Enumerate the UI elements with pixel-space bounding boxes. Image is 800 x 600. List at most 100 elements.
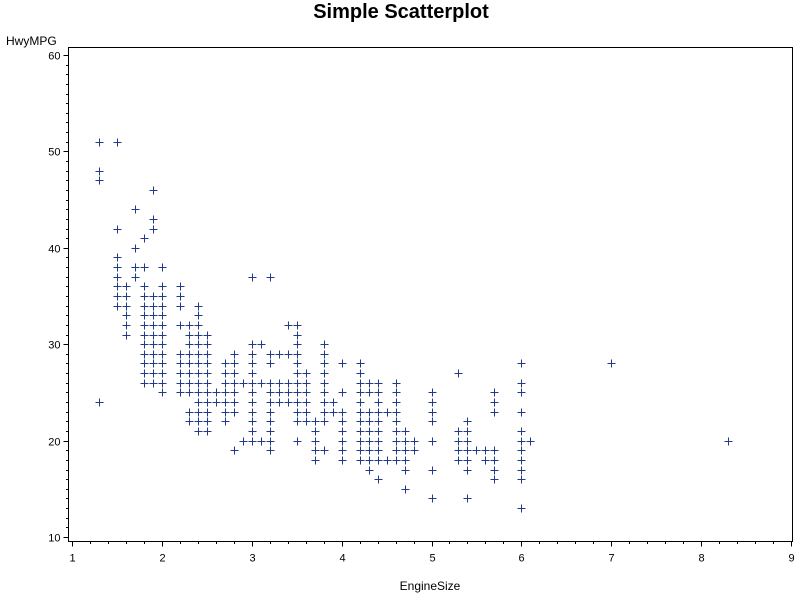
data-point <box>338 359 347 368</box>
data-point <box>194 417 203 426</box>
data-point <box>266 379 275 388</box>
data-point <box>293 437 302 446</box>
data-point <box>194 388 203 397</box>
data-point <box>266 398 275 407</box>
data-point <box>356 446 365 455</box>
data-point <box>490 408 499 417</box>
data-point <box>149 186 158 195</box>
data-point <box>248 427 257 436</box>
data-point <box>158 379 167 388</box>
data-point <box>526 437 535 446</box>
data-point <box>338 408 347 417</box>
data-point <box>302 369 311 378</box>
data-point <box>158 340 167 349</box>
data-point <box>428 494 437 503</box>
data-point <box>185 340 194 349</box>
data-point <box>365 379 374 388</box>
data-point <box>320 398 329 407</box>
data-point <box>284 350 293 359</box>
data-point <box>392 446 401 455</box>
data-point <box>356 388 365 397</box>
data-point <box>149 379 158 388</box>
y-tick-label: 40 <box>48 244 60 256</box>
data-point <box>392 456 401 465</box>
data-point <box>194 427 203 436</box>
data-point <box>221 417 230 426</box>
data-point <box>266 417 275 426</box>
data-point <box>149 215 158 224</box>
data-point <box>230 446 239 455</box>
data-point <box>185 359 194 368</box>
data-points <box>95 138 733 513</box>
data-point <box>338 427 347 436</box>
data-point <box>140 340 149 349</box>
data-point <box>140 359 149 368</box>
data-point <box>149 350 158 359</box>
data-point <box>320 388 329 397</box>
data-point <box>302 379 311 388</box>
data-point <box>428 437 437 446</box>
data-point <box>194 359 203 368</box>
data-point <box>338 437 347 446</box>
data-point <box>401 456 410 465</box>
data-point <box>158 263 167 272</box>
data-point <box>293 388 302 397</box>
data-point <box>230 408 239 417</box>
data-point <box>194 331 203 340</box>
data-point <box>374 437 383 446</box>
data-point <box>266 437 275 446</box>
data-point <box>194 379 203 388</box>
data-point <box>320 340 329 349</box>
x-axis: 1 2 3 4 5 6 7 8 9 <box>69 541 795 565</box>
y-axis-label: HwyMPG <box>6 34 57 48</box>
data-point <box>401 466 410 475</box>
data-point <box>248 369 257 378</box>
data-point <box>284 379 293 388</box>
data-point <box>365 456 374 465</box>
x-tick-label: 4 <box>339 553 345 565</box>
data-point <box>194 408 203 417</box>
data-point <box>365 388 374 397</box>
data-point <box>302 398 311 407</box>
y-tick-label: 10 <box>48 533 60 545</box>
data-point <box>517 359 526 368</box>
data-point <box>365 417 374 426</box>
data-point <box>248 388 257 397</box>
y-tick-label: 30 <box>48 340 60 352</box>
data-point <box>122 331 131 340</box>
data-point <box>356 427 365 436</box>
data-point <box>275 379 284 388</box>
data-point <box>203 340 212 349</box>
data-point <box>311 427 320 436</box>
data-point <box>293 379 302 388</box>
data-point <box>176 292 185 301</box>
data-point <box>454 369 463 378</box>
data-point <box>356 369 365 378</box>
data-point <box>481 446 490 455</box>
data-point <box>203 379 212 388</box>
data-point <box>293 340 302 349</box>
data-point <box>275 398 284 407</box>
data-point <box>221 369 230 378</box>
data-point <box>257 340 266 349</box>
data-point <box>463 437 472 446</box>
data-point <box>311 456 320 465</box>
data-point <box>374 379 383 388</box>
data-point <box>374 408 383 417</box>
data-point <box>221 408 230 417</box>
data-point <box>284 388 293 397</box>
data-point <box>329 408 338 417</box>
data-point <box>320 350 329 359</box>
data-point <box>221 359 230 368</box>
data-point <box>158 302 167 311</box>
data-point <box>392 398 401 407</box>
data-point <box>248 437 257 446</box>
data-point <box>338 417 347 426</box>
data-point <box>356 379 365 388</box>
data-point <box>266 273 275 282</box>
data-point <box>257 379 266 388</box>
y-tick-label: 50 <box>48 147 60 159</box>
data-point <box>463 466 472 475</box>
data-point <box>194 321 203 330</box>
